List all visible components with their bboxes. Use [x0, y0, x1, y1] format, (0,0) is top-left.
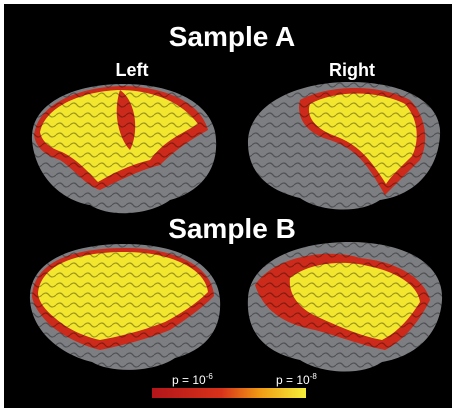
colorbar	[152, 388, 306, 398]
sample-a-title: Sample A	[169, 21, 296, 52]
brain-b-right	[247, 242, 443, 372]
brain-a-left	[31, 83, 217, 214]
colorbar-high-base: p = 10	[276, 373, 310, 387]
colorbar-low-label: p = 10-6	[172, 372, 213, 387]
right-label: Right	[329, 60, 375, 80]
colorbar-high-label: p = 10-8	[276, 372, 317, 387]
colorbar-high-exponent: -8	[310, 372, 318, 381]
colorbar-low-base: p = 10	[172, 373, 206, 387]
brain-a-right	[247, 82, 441, 210]
sample-b-title: Sample B	[168, 213, 296, 244]
brain-b-left	[29, 244, 221, 370]
left-label: Left	[116, 60, 149, 80]
colorbar-low-exponent: -6	[206, 372, 214, 381]
